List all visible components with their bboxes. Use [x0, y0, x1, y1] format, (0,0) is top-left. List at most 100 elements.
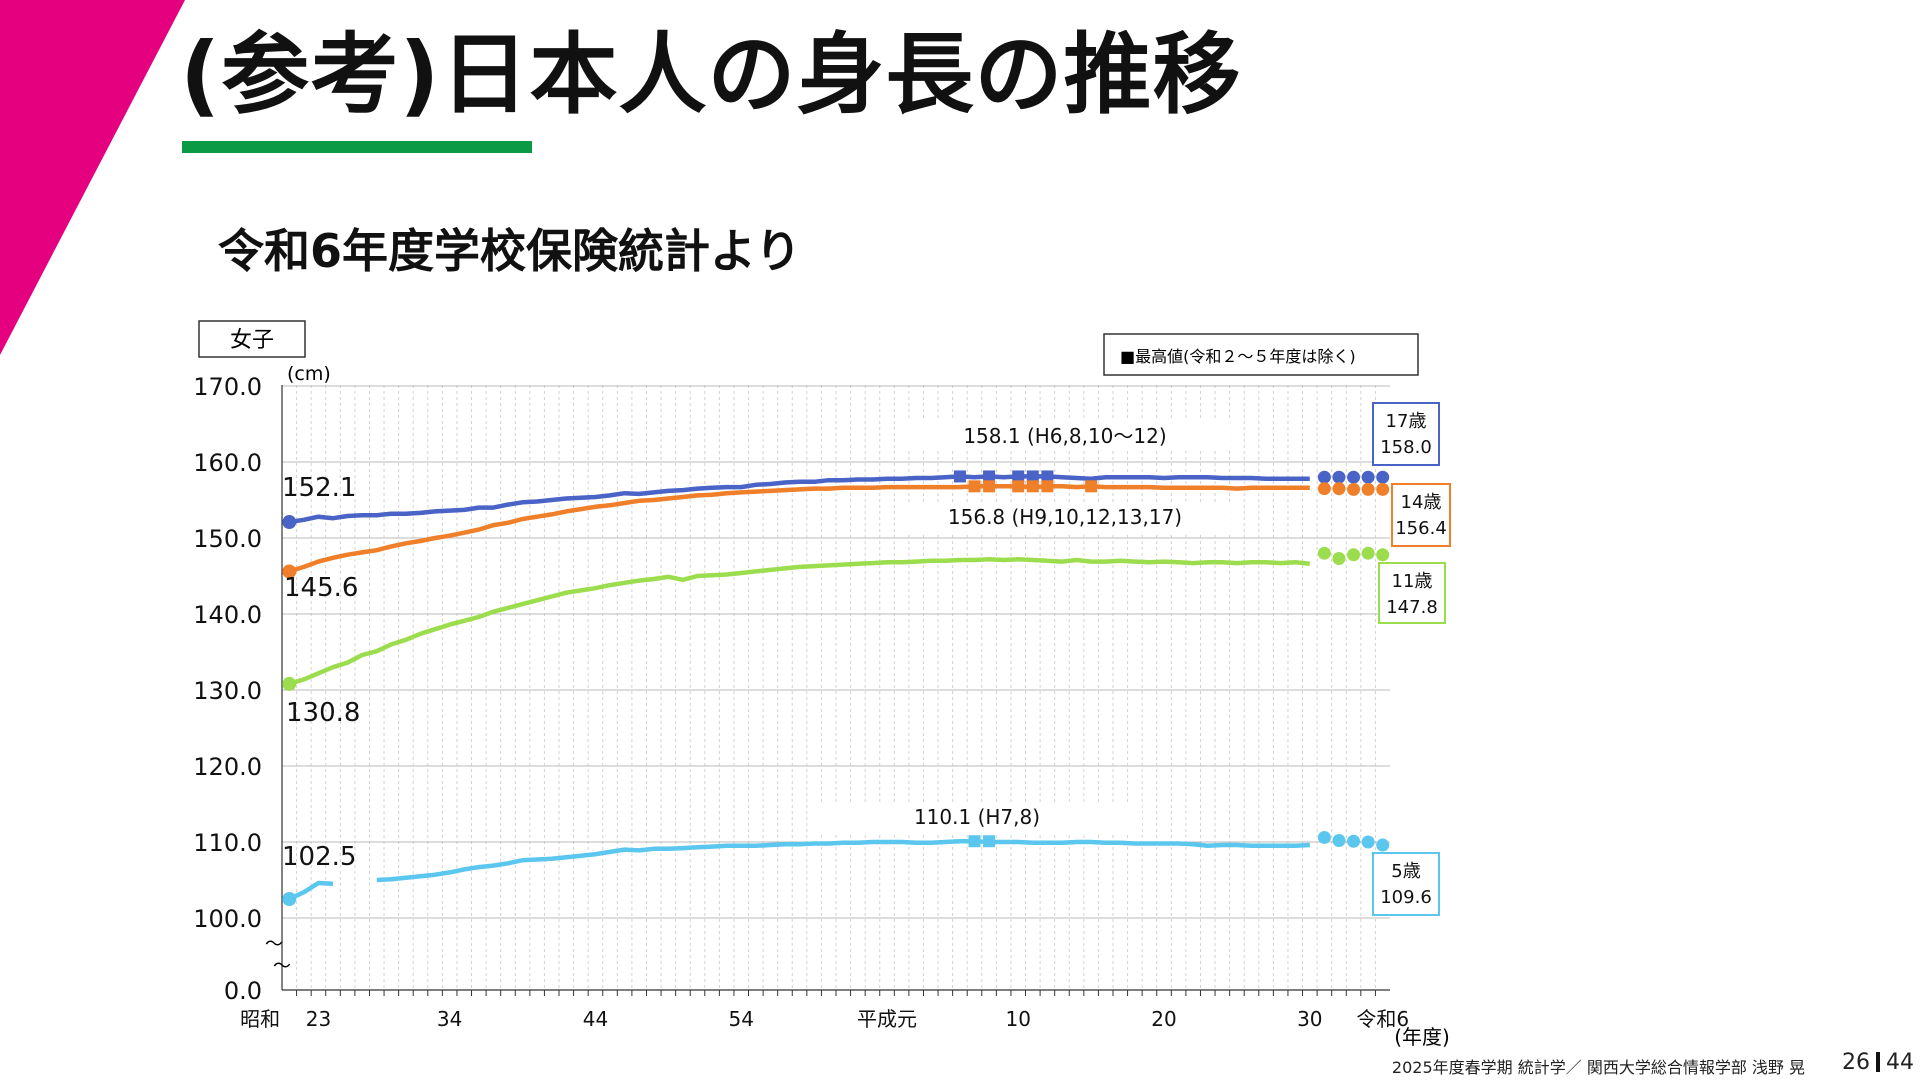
- page-current: 26: [1842, 1050, 1870, 1075]
- slide-subtitle: 令和6年度学校保険統計より: [218, 224, 802, 278]
- series-start-point: [282, 676, 297, 691]
- start-value-label: 102.5: [282, 842, 356, 872]
- x-tick-label: 44: [583, 1007, 608, 1031]
- series-line-14歳: [288, 484, 1310, 574]
- max-value-marker: [968, 835, 981, 848]
- label-layer: 170.0160.0150.0140.0130.0120.0110.0100.0…: [193, 373, 1451, 1031]
- max-label-background: [900, 421, 1230, 451]
- series-recent-point: [1376, 548, 1390, 562]
- x-tick-label: 10: [1006, 1007, 1031, 1031]
- series-line-17歳: [288, 474, 1310, 525]
- max-value-marker: [983, 835, 996, 848]
- y-tick-label: 110.0: [193, 829, 262, 857]
- x-axis-title: (年度): [1394, 1025, 1450, 1049]
- series-recent-point: [1332, 552, 1346, 566]
- end-value-label: 156.4: [1395, 518, 1447, 539]
- series-recent-point: [1332, 482, 1346, 496]
- series-recent-point: [1317, 830, 1331, 844]
- series-layer: [282, 470, 1390, 906]
- title-underline: [182, 141, 532, 153]
- start-value-label: 130.8: [286, 698, 360, 728]
- x-tick-label: 34: [437, 1007, 462, 1031]
- max-value-marker: [1012, 480, 1025, 493]
- series-start-point: [282, 564, 297, 579]
- max-value-label: 110.1 (H7,8): [914, 805, 1040, 829]
- series-recent-point: [1376, 838, 1390, 852]
- series-line-5歳: [288, 880, 334, 902]
- max-value-marker: [1041, 470, 1054, 483]
- end-label-box: [1391, 483, 1451, 547]
- y-tick-label: 170.0: [193, 373, 262, 401]
- series-recent-point: [1347, 470, 1361, 484]
- series-recent-point: [1317, 470, 1331, 484]
- series-line-11歳: [288, 557, 1311, 687]
- x-tick-label: 54: [729, 1007, 754, 1031]
- series-recent-point: [1361, 835, 1375, 849]
- max-value-marker: [953, 470, 966, 483]
- series-recent-point: [1317, 546, 1331, 560]
- end-label-box: [1378, 562, 1446, 624]
- end-value-label: 147.8: [1386, 597, 1438, 618]
- end-age-label: 11歳: [1392, 571, 1433, 592]
- slide-title: (参考)日本人の身長の推移: [180, 23, 1242, 126]
- series-recent-point: [1332, 833, 1346, 847]
- max-value-label: 158.1 (H6,8,10～12): [963, 424, 1166, 448]
- y-tick-label: 0.0: [224, 977, 262, 1005]
- y-tick-label: 150.0: [193, 525, 262, 553]
- end-label-box: [1372, 852, 1440, 916]
- axis-break-mark-upper: ～: [265, 934, 283, 955]
- max-label-background: [900, 502, 1230, 532]
- series-recent-point: [1347, 548, 1361, 562]
- x-tick-label: 20: [1151, 1007, 1176, 1031]
- footer-credit: 2025年度春学期 統計学／ 関西大学総合情報学部 浅野 晃: [1391, 1058, 1805, 1077]
- max-label-background: [812, 802, 1142, 832]
- max-value-marker: [1012, 470, 1025, 483]
- end-value-label: 109.6: [1380, 887, 1432, 908]
- legend-note: ■最高値(令和２～５年度は除く): [1120, 347, 1356, 366]
- page-separator: [1876, 1052, 1880, 1072]
- start-value-label: 152.1: [282, 473, 356, 503]
- max-value-marker: [1026, 480, 1039, 493]
- max-value-marker: [983, 470, 996, 483]
- panel-label: 女子: [230, 328, 274, 353]
- end-age-label: 17歳: [1386, 411, 1427, 432]
- page-total: 44: [1886, 1050, 1914, 1075]
- series-recent-point: [1361, 482, 1375, 496]
- start-value-label: 145.6: [284, 573, 358, 603]
- series-recent-point: [1317, 482, 1331, 496]
- panel-label-box: [198, 320, 306, 358]
- page-number: 26 44: [1842, 1050, 1914, 1075]
- end-label-box: [1372, 402, 1440, 466]
- series-recent-point: [1347, 482, 1361, 496]
- max-value-marker: [1026, 470, 1039, 483]
- axis-layer: 女子 (cm) ■最高値(令和２～５年度は除く) ～ ～ (年度): [198, 320, 1450, 1049]
- series-line-5歳: [376, 838, 1310, 883]
- series-start-point: [282, 515, 297, 530]
- x-tick-label: 平成元: [857, 1007, 917, 1031]
- x-tick-label: 令和6: [1356, 1007, 1409, 1031]
- unit-label: (cm): [287, 363, 331, 385]
- series-recent-point: [1376, 482, 1390, 496]
- max-value-label: 156.8 (H9,10,12,13,17): [948, 505, 1182, 529]
- end-age-label: 14歳: [1401, 492, 1442, 513]
- y-tick-label: 160.0: [193, 449, 262, 477]
- y-tick-label: 130.0: [193, 677, 262, 705]
- series-recent-point: [1347, 834, 1361, 848]
- y-tick-label: 140.0: [193, 601, 262, 629]
- end-value-label: 158.0: [1380, 437, 1432, 458]
- series-recent-point: [1361, 470, 1375, 484]
- legend-box: [1103, 333, 1419, 376]
- series-recent-point: [1361, 546, 1375, 560]
- y-tick-label: 100.0: [193, 905, 262, 933]
- max-value-marker: [1085, 480, 1098, 493]
- series-recent-point: [1376, 470, 1390, 484]
- max-value-marker: [968, 480, 981, 493]
- x-tick-label: 23: [306, 1007, 331, 1031]
- y-tick-label: 120.0: [193, 753, 262, 781]
- axis-break-mark-lower: ～: [273, 956, 291, 977]
- end-age-label: 5歳: [1391, 861, 1420, 882]
- x-tick-label: 昭和: [240, 1007, 280, 1031]
- series-recent-point: [1332, 470, 1346, 484]
- accent-triangle: [0, 0, 185, 355]
